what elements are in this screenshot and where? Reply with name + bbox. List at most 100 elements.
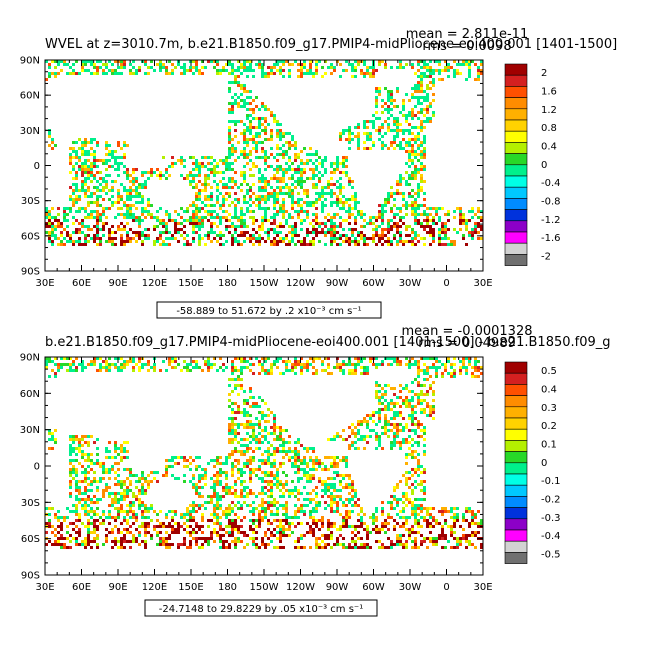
field-cell	[375, 366, 378, 369]
field-cell	[330, 438, 333, 441]
field-cell	[423, 429, 426, 432]
field-cell	[54, 75, 57, 78]
field-cell	[276, 480, 279, 483]
panel-2-field-cells	[45, 357, 483, 549]
field-cell	[264, 501, 267, 504]
field-cell	[348, 498, 351, 501]
field-cell	[189, 156, 192, 159]
field-cell	[117, 516, 120, 519]
field-cell	[111, 456, 114, 459]
field-cell	[294, 357, 297, 360]
field-cell	[78, 486, 81, 489]
field-cell	[264, 117, 267, 120]
field-cell	[411, 117, 414, 120]
field-cell	[45, 216, 48, 219]
field-cell	[243, 408, 246, 411]
field-cell	[84, 180, 87, 183]
field-cell	[480, 210, 483, 213]
field-cell	[243, 177, 246, 180]
field-cell	[345, 198, 348, 201]
field-cell	[408, 477, 411, 480]
field-cell	[111, 231, 114, 234]
field-cell	[327, 192, 330, 195]
field-cell	[204, 210, 207, 213]
field-cell	[114, 495, 117, 498]
field-cell	[315, 66, 318, 69]
field-cell	[81, 153, 84, 156]
field-cell	[147, 507, 150, 510]
field-cell	[135, 207, 138, 210]
field-cell	[444, 60, 447, 63]
field-cell	[237, 225, 240, 228]
field-cell	[138, 183, 141, 186]
field-cell	[333, 213, 336, 216]
field-cell	[138, 216, 141, 219]
field-cell	[267, 495, 270, 498]
field-cell	[225, 165, 228, 168]
field-cell	[267, 357, 270, 360]
field-cell	[93, 153, 96, 156]
field-cell	[234, 522, 237, 525]
field-cell	[198, 480, 201, 483]
field-cell	[216, 498, 219, 501]
field-cell	[159, 510, 162, 513]
field-cell	[465, 519, 468, 522]
field-cell	[87, 435, 90, 438]
field-cell	[48, 231, 51, 234]
field-cell	[432, 363, 435, 366]
field-cell	[258, 240, 261, 243]
field-cell	[306, 177, 309, 180]
field-cell	[330, 501, 333, 504]
field-cell	[327, 477, 330, 480]
field-cell	[264, 474, 267, 477]
field-cell	[135, 192, 138, 195]
field-cell	[339, 483, 342, 486]
field-cell	[330, 162, 333, 165]
field-cell	[279, 225, 282, 228]
field-cell	[333, 183, 336, 186]
field-cell	[342, 204, 345, 207]
field-cell	[324, 72, 327, 75]
field-cell	[345, 456, 348, 459]
field-cell	[228, 486, 231, 489]
field-cell	[309, 153, 312, 156]
field-cell	[123, 225, 126, 228]
field-cell	[264, 429, 267, 432]
field-cell	[396, 435, 399, 438]
field-cell	[132, 369, 135, 372]
field-cell	[216, 522, 219, 525]
field-cell	[411, 504, 414, 507]
field-cell	[105, 369, 108, 372]
field-cell	[312, 168, 315, 171]
field-cell	[84, 171, 87, 174]
field-cell	[237, 84, 240, 87]
field-cell	[327, 372, 330, 375]
field-cell	[477, 207, 480, 210]
field-cell	[96, 501, 99, 504]
field-cell	[429, 72, 432, 75]
field-cell	[387, 237, 390, 240]
field-cell	[327, 483, 330, 486]
field-cell	[336, 465, 339, 468]
field-cell	[279, 489, 282, 492]
field-cell	[312, 459, 315, 462]
field-cell	[339, 495, 342, 498]
field-cell	[87, 498, 90, 501]
field-cell	[312, 225, 315, 228]
field-cell	[474, 516, 477, 519]
field-cell	[120, 507, 123, 510]
field-cell	[105, 207, 108, 210]
field-cell	[138, 480, 141, 483]
field-cell	[81, 180, 84, 183]
field-cell	[78, 159, 81, 162]
field-cell	[279, 429, 282, 432]
field-cell	[276, 63, 279, 66]
field-cell	[381, 60, 384, 63]
field-cell	[351, 480, 354, 483]
field-cell	[294, 447, 297, 450]
field-cell	[195, 165, 198, 168]
field-cell	[114, 471, 117, 474]
field-cell	[246, 495, 249, 498]
field-cell	[414, 192, 417, 195]
field-cell	[117, 498, 120, 501]
